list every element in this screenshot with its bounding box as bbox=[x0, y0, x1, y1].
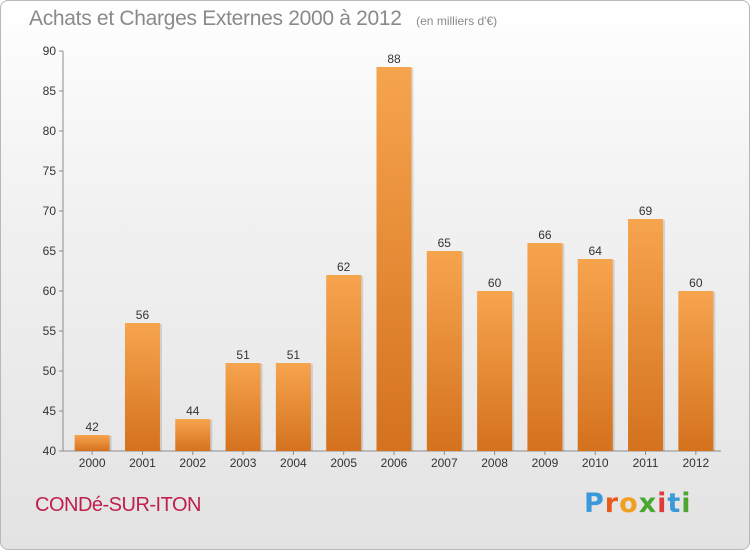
y-axis: 40 45 50 55 60 65 70 75 80 85 90 bbox=[43, 44, 64, 458]
bar bbox=[74, 435, 110, 451]
x-tick-label: 2000 bbox=[79, 456, 106, 470]
bar bbox=[678, 291, 714, 451]
bar bbox=[577, 259, 613, 451]
y-tick-label: 85 bbox=[43, 84, 57, 98]
logo-letter: P bbox=[584, 488, 605, 519]
bar-value-label: 42 bbox=[85, 420, 99, 434]
logo-letter: x bbox=[638, 488, 658, 519]
x-tick-label: 2003 bbox=[230, 456, 257, 470]
y-tick-label: 65 bbox=[43, 244, 57, 258]
y-tick-label: 70 bbox=[43, 204, 57, 218]
x-tick-label: 2010 bbox=[582, 456, 609, 470]
y-tick-label: 80 bbox=[43, 124, 57, 138]
x-tick-label: 2005 bbox=[330, 456, 357, 470]
x-tick-label: 2012 bbox=[682, 456, 709, 470]
bar-value-label: 62 bbox=[337, 260, 351, 274]
bar-value-label: 44 bbox=[186, 404, 200, 418]
bar-value-label: 56 bbox=[136, 308, 150, 322]
x-tick-label: 2001 bbox=[129, 456, 156, 470]
logo-letter: i bbox=[657, 488, 668, 519]
y-tick-label: 75 bbox=[43, 164, 57, 178]
bar bbox=[527, 243, 563, 451]
bar bbox=[124, 323, 160, 451]
x-tick-label: 2002 bbox=[179, 456, 206, 470]
bar bbox=[275, 363, 311, 451]
bar-value-label: 51 bbox=[236, 348, 250, 362]
bar bbox=[225, 363, 261, 451]
bar bbox=[326, 275, 362, 451]
bar-value-label: 65 bbox=[438, 236, 452, 250]
bar-value-label: 60 bbox=[488, 276, 502, 290]
bar-value-label: 51 bbox=[287, 348, 301, 362]
bar bbox=[175, 419, 211, 451]
x-axis: 2000 2001 2002 2003 2004 2005 2006 2007 2008 2009… bbox=[63, 450, 721, 470]
chart-title: Achats et Charges Externes 2000 à 2012 bbox=[29, 7, 402, 30]
town-name: CONDé-SUR-ITON bbox=[35, 494, 201, 516]
bar-value-label: 64 bbox=[589, 244, 603, 258]
logo-letter: o bbox=[619, 488, 639, 519]
y-tick-label: 50 bbox=[43, 364, 57, 378]
bar-value-label: 88 bbox=[387, 52, 401, 66]
logo-letter: i bbox=[681, 488, 692, 519]
x-tick-label: 2004 bbox=[280, 456, 307, 470]
bars: 42 56 44 51 51 62 88 65 60 66 64 69 60 bbox=[74, 52, 716, 451]
bar-value-label: 60 bbox=[689, 276, 703, 290]
bar bbox=[477, 291, 513, 451]
x-tick-label: 2006 bbox=[381, 456, 408, 470]
bar bbox=[426, 251, 462, 451]
y-tick-label: 45 bbox=[43, 404, 57, 418]
x-tick-label: 2007 bbox=[431, 456, 458, 470]
bar bbox=[376, 67, 412, 451]
y-tick-label: 40 bbox=[43, 444, 57, 458]
bar-value-label: 69 bbox=[639, 204, 653, 218]
x-tick-label: 2009 bbox=[532, 456, 559, 470]
x-tick-label: 2011 bbox=[633, 456, 659, 470]
bar bbox=[628, 219, 664, 451]
y-tick-label: 90 bbox=[43, 44, 57, 58]
title-row: Achats et Charges Externes 2000 à 2012 (… bbox=[29, 7, 497, 31]
x-tick-label: 2008 bbox=[481, 456, 508, 470]
logo-letter: r bbox=[604, 488, 620, 519]
proxiti-logo: Proxiti bbox=[584, 488, 692, 519]
logo-letter: t bbox=[667, 488, 682, 519]
chart-subtitle: (en milliers d'€) bbox=[416, 14, 498, 28]
bar-value-label: 66 bbox=[538, 228, 552, 242]
y-tick-label: 55 bbox=[43, 324, 57, 338]
y-tick-label: 60 bbox=[43, 284, 57, 298]
